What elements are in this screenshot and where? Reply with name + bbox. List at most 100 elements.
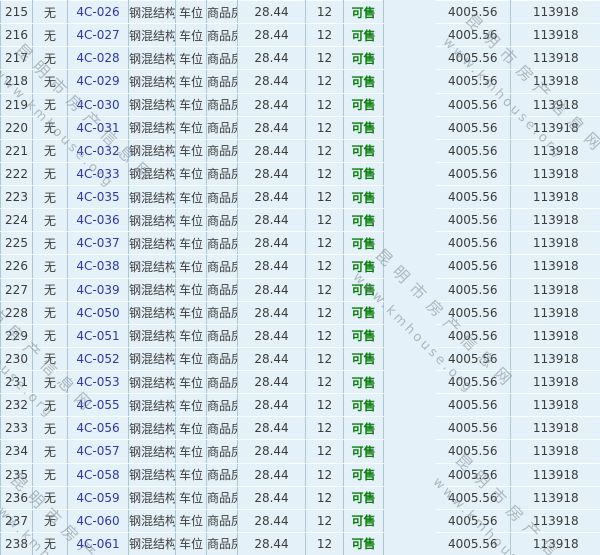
cell-use-type: 车位 bbox=[175, 532, 207, 555]
unit-code-link[interactable]: 4C-055 bbox=[76, 398, 120, 413]
unit-code-link[interactable]: 4C-028 bbox=[76, 51, 120, 66]
cell-unit-price: 4005.56 bbox=[435, 46, 511, 71]
cell-seq: 227 bbox=[0, 278, 33, 302]
cell-status: 可售 bbox=[343, 185, 384, 210]
unit-code-link[interactable]: 4C-026 bbox=[76, 5, 120, 20]
unit-code-link[interactable]: 4C-037 bbox=[76, 236, 120, 251]
cell-building: 无 bbox=[32, 162, 68, 187]
cell-unit-code: 4C-036 bbox=[67, 208, 129, 233]
cell-seq: 235 bbox=[0, 463, 33, 487]
cell-total-price: 113918 bbox=[510, 254, 600, 279]
cell-floor: 12 bbox=[305, 69, 344, 94]
cell-use-type: 车位 bbox=[175, 231, 207, 256]
cell-unit-price: 4005.56 bbox=[435, 324, 511, 348]
unit-code-link[interactable]: 4C-038 bbox=[76, 259, 120, 274]
cell-seq: 228 bbox=[0, 301, 33, 325]
unit-code-link[interactable]: 4C-033 bbox=[76, 166, 120, 181]
cell-status: 可售 bbox=[343, 23, 384, 48]
unit-code-link[interactable]: 4C-059 bbox=[76, 490, 120, 505]
cell-property-type: 商品房 bbox=[206, 185, 238, 210]
unit-code-link[interactable]: 4C-053 bbox=[76, 375, 120, 390]
unit-code-link[interactable]: 4C-027 bbox=[76, 28, 120, 43]
cell-empty bbox=[384, 232, 436, 255]
cell-status: 可售 bbox=[343, 162, 384, 187]
cell-status: 可售 bbox=[343, 463, 384, 487]
cell-floor: 12 bbox=[305, 208, 344, 233]
cell-unit-code: 4C-060 bbox=[67, 509, 129, 533]
cell-total-price: 113918 bbox=[510, 46, 600, 71]
cell-total-price: 113918 bbox=[510, 185, 600, 210]
cell-building: 无 bbox=[32, 463, 68, 487]
unit-code-link[interactable]: 4C-050 bbox=[76, 305, 120, 320]
cell-unit-code: 4C-051 bbox=[67, 324, 129, 348]
cell-floor: 12 bbox=[305, 23, 344, 48]
cell-total-price: 113918 bbox=[510, 370, 600, 395]
cell-unit-code: 4C-052 bbox=[67, 347, 129, 372]
unit-code-link[interactable]: 4C-061 bbox=[76, 536, 120, 551]
cell-unit-price: 4005.56 bbox=[435, 185, 511, 210]
unit-code-link[interactable]: 4C-035 bbox=[76, 190, 120, 205]
cell-unit-price: 4005.56 bbox=[435, 116, 511, 140]
unit-code-link[interactable]: 4C-057 bbox=[76, 444, 120, 459]
cell-property-type: 商品房 bbox=[206, 0, 238, 25]
cell-empty bbox=[384, 209, 436, 232]
unit-code-link[interactable]: 4C-058 bbox=[76, 467, 120, 482]
unit-code-link[interactable]: 4C-031 bbox=[76, 120, 120, 135]
cell-building: 无 bbox=[32, 46, 68, 71]
cell-unit-code: 4C-056 bbox=[67, 416, 129, 441]
unit-code-link[interactable]: 4C-030 bbox=[76, 97, 120, 112]
unit-code-link[interactable]: 4C-036 bbox=[76, 213, 120, 228]
cell-total-price: 113918 bbox=[510, 416, 600, 441]
cell-seq: 225 bbox=[0, 231, 33, 256]
cell-total-price: 113918 bbox=[510, 231, 600, 256]
unit-code-link[interactable]: 4C-051 bbox=[76, 328, 120, 343]
cell-property-type: 商品房 bbox=[206, 509, 238, 533]
unit-code-link[interactable]: 4C-032 bbox=[76, 143, 120, 158]
cell-building: 无 bbox=[32, 208, 68, 233]
unit-code-link[interactable]: 4C-060 bbox=[76, 513, 120, 528]
cell-unit-code: 4C-058 bbox=[67, 463, 129, 487]
cell-empty bbox=[384, 417, 436, 440]
cell-empty bbox=[384, 139, 436, 162]
cell-status: 可售 bbox=[343, 416, 384, 441]
cell-unit-code: 4C-055 bbox=[67, 393, 129, 418]
cell-use-type: 车位 bbox=[175, 393, 207, 418]
cell-building: 无 bbox=[32, 393, 68, 418]
cell-unit-price: 4005.56 bbox=[435, 509, 511, 533]
cell-unit-code: 4C-038 bbox=[67, 254, 129, 279]
cell-floor: 12 bbox=[305, 509, 344, 533]
cell-status: 可售 bbox=[343, 509, 384, 533]
cell-seq: 222 bbox=[0, 162, 33, 187]
cell-unit-code: 4C-061 bbox=[67, 532, 129, 555]
cell-property-type: 商品房 bbox=[206, 254, 238, 279]
cell-seq: 234 bbox=[0, 439, 33, 464]
unit-code-link[interactable]: 4C-052 bbox=[76, 351, 120, 366]
cell-property-type: 商品房 bbox=[206, 416, 238, 441]
unit-code-link[interactable]: 4C-056 bbox=[76, 421, 120, 436]
cell-unit-code: 4C-059 bbox=[67, 486, 129, 510]
cell-empty bbox=[384, 347, 436, 370]
cell-use-type: 车位 bbox=[175, 46, 207, 71]
cell-area: 28.44 bbox=[237, 23, 306, 48]
cell-unit-code: 4C-053 bbox=[67, 370, 129, 395]
unit-code-link[interactable]: 4C-029 bbox=[76, 74, 120, 89]
cell-empty bbox=[384, 1, 436, 24]
cell-building: 无 bbox=[32, 532, 68, 555]
cell-building: 无 bbox=[32, 301, 68, 325]
cell-floor: 12 bbox=[305, 278, 344, 302]
cell-property-type: 商品房 bbox=[206, 439, 238, 464]
cell-use-type: 车位 bbox=[175, 23, 207, 48]
cell-use-type: 车位 bbox=[175, 0, 207, 25]
cell-unit-price: 4005.56 bbox=[435, 139, 511, 163]
cell-area: 28.44 bbox=[237, 139, 306, 163]
cell-property-type: 商品房 bbox=[206, 301, 238, 325]
cell-property-type: 商品房 bbox=[206, 370, 238, 395]
cell-floor: 12 bbox=[305, 347, 344, 372]
unit-code-link[interactable]: 4C-039 bbox=[76, 282, 120, 297]
